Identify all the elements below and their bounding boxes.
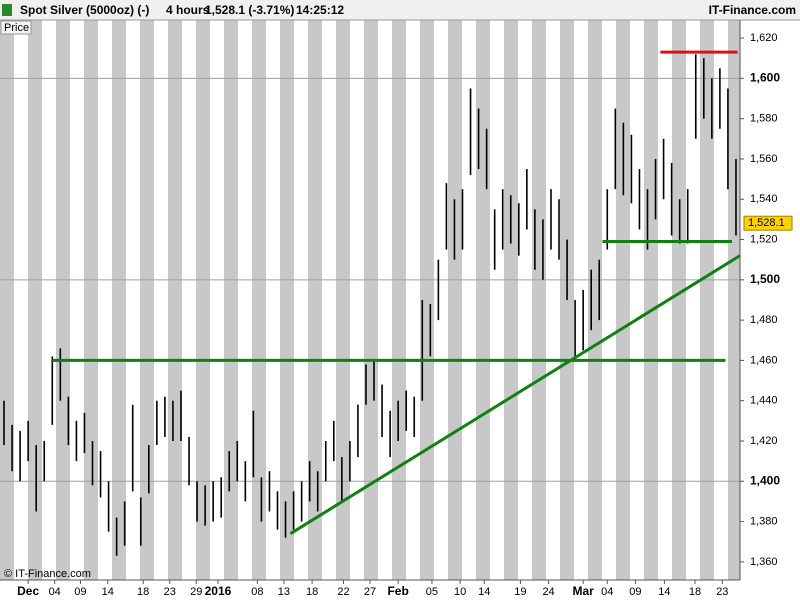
y-tick-label: 1,420 bbox=[750, 435, 778, 447]
y-tick-label: 1,500 bbox=[750, 272, 780, 286]
y-tick-label: 1,380 bbox=[750, 515, 778, 527]
y-tick-label: 1,480 bbox=[750, 314, 778, 326]
price-tab[interactable] bbox=[0, 20, 32, 35]
x-tick-label: 2016 bbox=[205, 584, 232, 598]
title-time: 14:25:12 bbox=[296, 3, 344, 17]
y-tick-label: 1,360 bbox=[750, 556, 778, 568]
copyright: © IT-Finance.com bbox=[4, 568, 91, 580]
y-tick-label: 1,440 bbox=[750, 395, 778, 407]
y-tick-label: 1,520 bbox=[750, 233, 778, 245]
x-tick-label: Feb bbox=[387, 584, 408, 598]
x-tick-label: Dec bbox=[17, 584, 39, 598]
y-tick-label: 1,560 bbox=[750, 153, 778, 165]
title-bar bbox=[0, 0, 800, 20]
x-tick-label: 14 bbox=[478, 586, 490, 598]
x-tick-label: 10 bbox=[454, 586, 466, 598]
x-tick-label: 29 bbox=[190, 586, 202, 598]
y-tick-label: 1,400 bbox=[750, 473, 780, 487]
x-tick-label: 18 bbox=[306, 586, 318, 598]
x-tick-label: 24 bbox=[542, 586, 554, 598]
x-tick-label: 04 bbox=[49, 586, 61, 598]
x-tick-label: 19 bbox=[514, 586, 526, 598]
y-tick-label: 1,540 bbox=[750, 193, 778, 205]
plot-area bbox=[0, 50, 741, 556]
x-tick-label: 09 bbox=[629, 586, 641, 598]
x-tick-label: 18 bbox=[137, 586, 149, 598]
x-tick-label: Mar bbox=[572, 584, 594, 598]
last-price-label: 1,528.1 bbox=[748, 217, 785, 229]
y-tick-label: 1,600 bbox=[750, 71, 780, 85]
plot-background bbox=[0, 20, 740, 580]
trend-line bbox=[289, 254, 741, 535]
x-tick-label: 23 bbox=[164, 586, 176, 598]
x-tick-label: 23 bbox=[716, 586, 728, 598]
x-tick-label: 14 bbox=[102, 586, 114, 598]
last-price-box bbox=[743, 215, 793, 231]
x-tick-label: 05 bbox=[426, 586, 438, 598]
title-price: 1,528.1 (-3.71%) bbox=[205, 3, 294, 17]
x-tick-label: 22 bbox=[337, 586, 349, 598]
x-tick-label: 18 bbox=[689, 586, 701, 598]
x-tick-label: 27 bbox=[364, 586, 376, 598]
x-tick-label: 14 bbox=[658, 586, 670, 598]
x-tick-label: 08 bbox=[251, 586, 263, 598]
x-tick-label: 09 bbox=[74, 586, 86, 598]
y-tick-label: 1,460 bbox=[750, 354, 778, 366]
brand: IT-Finance.com bbox=[709, 3, 796, 17]
logo-icon bbox=[2, 4, 12, 16]
y-axis-label: Price bbox=[4, 22, 29, 34]
y-tick-label: 1,580 bbox=[750, 113, 778, 125]
title-instrument: Spot Silver (5000oz) (-) bbox=[20, 3, 149, 17]
x-tick-label: 13 bbox=[278, 586, 290, 598]
title-interval: 4 hours bbox=[166, 3, 210, 17]
x-tick-label: 04 bbox=[601, 586, 613, 598]
y-tick-label: 1,620 bbox=[750, 32, 778, 44]
